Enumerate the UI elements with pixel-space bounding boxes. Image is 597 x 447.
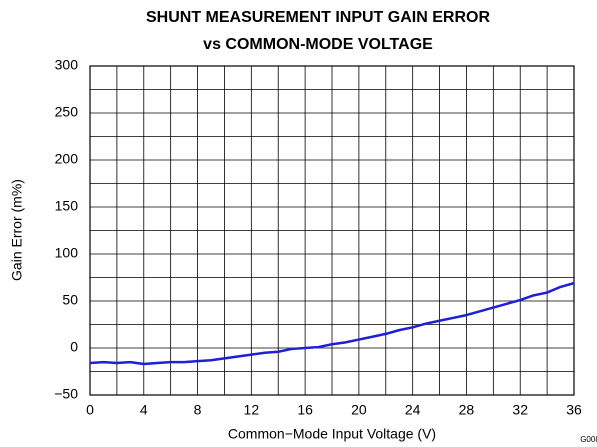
x-tick-label: 16 bbox=[297, 402, 313, 418]
chart-title: SHUNT MEASUREMENT INPUT GAIN ERROR bbox=[146, 9, 490, 26]
x-tick-label: 12 bbox=[244, 402, 260, 418]
y-tick-label: −50 bbox=[54, 386, 78, 402]
x-tick-label: 0 bbox=[86, 402, 94, 418]
y-tick-label: 300 bbox=[55, 57, 79, 73]
figure-id: G008 bbox=[580, 435, 597, 444]
x-tick-label: 36 bbox=[566, 402, 582, 418]
y-tick-label: 100 bbox=[55, 245, 79, 261]
y-tick-label: 250 bbox=[55, 104, 79, 120]
y-tick-label: 200 bbox=[55, 151, 79, 167]
x-axis-label: Common−Mode Input Voltage (V) bbox=[228, 426, 436, 442]
x-tick-label: 32 bbox=[512, 402, 528, 418]
y-tick-label: 150 bbox=[55, 198, 79, 214]
data-line bbox=[89, 281, 575, 366]
y-tick-label: 0 bbox=[70, 339, 78, 355]
x-tick-label: 24 bbox=[405, 402, 421, 418]
x-tick-label: 8 bbox=[194, 402, 202, 418]
chart-title: vs COMMON-MODE VOLTAGE bbox=[203, 36, 433, 53]
x-tick-label: 4 bbox=[140, 402, 148, 418]
x-tick-label: 20 bbox=[351, 402, 367, 418]
x-tick-label: 28 bbox=[459, 402, 475, 418]
plot-frame bbox=[89, 65, 575, 396]
y-axis-label: Gain Error (m%) bbox=[9, 179, 25, 281]
y-tick-label: 50 bbox=[62, 292, 78, 308]
